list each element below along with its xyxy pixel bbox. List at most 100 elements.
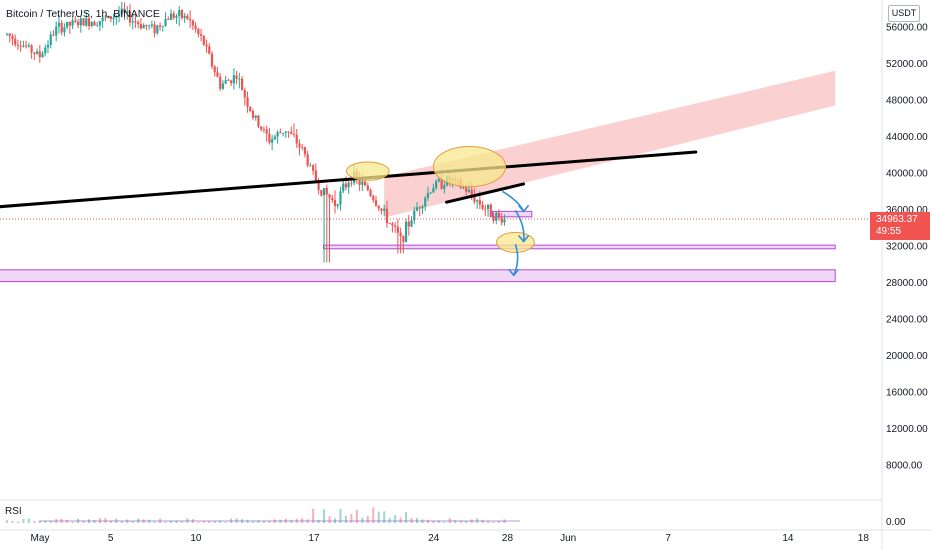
candle-body <box>243 90 246 98</box>
y-tick-label: 56000.00 <box>886 22 928 33</box>
candle-body <box>8 33 11 36</box>
candle-body <box>41 53 44 58</box>
candle-body <box>388 223 391 225</box>
volume-bar <box>377 511 380 523</box>
candle-body <box>295 134 298 144</box>
currency-badge[interactable]: USDT <box>888 5 920 22</box>
candle-body <box>402 236 405 242</box>
candle-body <box>123 8 126 13</box>
candle-body <box>265 129 268 134</box>
volume-bar <box>361 517 364 523</box>
volume-bar <box>44 520 47 523</box>
candle-body <box>44 47 47 54</box>
candle-body <box>63 27 66 33</box>
price-channel <box>384 70 836 218</box>
candle-body <box>205 44 208 47</box>
volume-bar <box>394 515 397 523</box>
candle-body <box>197 28 200 35</box>
candle-body <box>156 25 159 34</box>
candle-body <box>35 51 39 54</box>
candle-body <box>470 189 473 196</box>
highlight-ellipse-2 <box>432 146 507 188</box>
candle-body <box>150 24 153 26</box>
candle-body <box>180 10 184 19</box>
volume-bar <box>339 508 342 523</box>
candle-body <box>344 183 348 188</box>
volume-bar <box>437 520 440 523</box>
candle-body <box>325 187 328 195</box>
candle-body <box>251 110 255 118</box>
highlight-ellipses <box>345 146 535 253</box>
candle-body <box>38 51 41 58</box>
x-tick-label: May <box>31 533 50 544</box>
volume-bar <box>11 521 14 523</box>
x-tick-label: Jun <box>560 533 576 544</box>
candle-body <box>328 194 331 198</box>
volume-bar <box>350 514 353 523</box>
support-zone-2 <box>0 269 836 283</box>
x-tick-label: 14 <box>782 533 794 544</box>
volume-bar <box>49 520 52 523</box>
candle-body <box>377 205 380 209</box>
rsi-volume-strip <box>6 507 520 523</box>
candle-body <box>465 187 468 192</box>
volume-bar <box>465 521 468 523</box>
candle-body <box>79 18 82 26</box>
candle-body <box>139 24 143 29</box>
candle-body <box>208 46 211 54</box>
candle-body <box>183 15 186 19</box>
candle-body <box>383 208 386 211</box>
volume-bar <box>22 518 25 523</box>
candle-body <box>68 22 71 26</box>
candle-body <box>322 187 326 196</box>
y-tick-label: 16000.00 <box>886 388 928 399</box>
volume-bar <box>432 520 435 523</box>
volume-bar <box>454 520 457 523</box>
rsi-label: RSI <box>5 506 22 517</box>
candle-body <box>186 15 189 19</box>
candle-body <box>303 147 307 155</box>
candle-body <box>396 226 399 233</box>
candle-body <box>497 212 501 218</box>
candle-body <box>361 181 364 185</box>
candle-body <box>126 11 129 13</box>
candle-body <box>87 18 91 27</box>
candle-body <box>385 208 389 224</box>
candle-body <box>287 131 290 133</box>
candle-body <box>342 183 345 192</box>
candle-body <box>153 24 156 34</box>
candle-body <box>440 179 443 189</box>
candle-body <box>216 72 219 77</box>
y-tick-label: 32000.00 <box>886 242 928 253</box>
volume-bar <box>164 521 167 523</box>
candle-body <box>49 34 52 46</box>
x-tick-label: 24 <box>428 533 440 544</box>
volume-bar <box>459 520 462 523</box>
candle-body <box>189 18 192 21</box>
candle-body <box>399 232 402 237</box>
candle-body <box>238 78 241 80</box>
y-tick-label: 52000.00 <box>886 59 928 70</box>
candle-body <box>380 208 383 211</box>
volume-bar <box>328 516 331 523</box>
trendline-1 <box>0 150 698 209</box>
candle-body <box>298 143 301 148</box>
candle-body <box>161 26 164 27</box>
arrow-head-1 <box>517 204 530 213</box>
volume-bar <box>208 521 211 523</box>
candle-body <box>27 45 30 47</box>
x-tick-label: 28 <box>502 533 514 544</box>
candle-body <box>301 147 304 148</box>
candle-body <box>112 17 115 19</box>
volume-bar <box>180 521 183 523</box>
candle-body <box>107 16 110 18</box>
candle-body <box>407 221 410 227</box>
volume-bar <box>27 518 30 523</box>
candle-body <box>158 25 162 27</box>
candle-body <box>404 221 408 242</box>
candle-body <box>90 22 93 27</box>
candle-body <box>372 195 375 201</box>
